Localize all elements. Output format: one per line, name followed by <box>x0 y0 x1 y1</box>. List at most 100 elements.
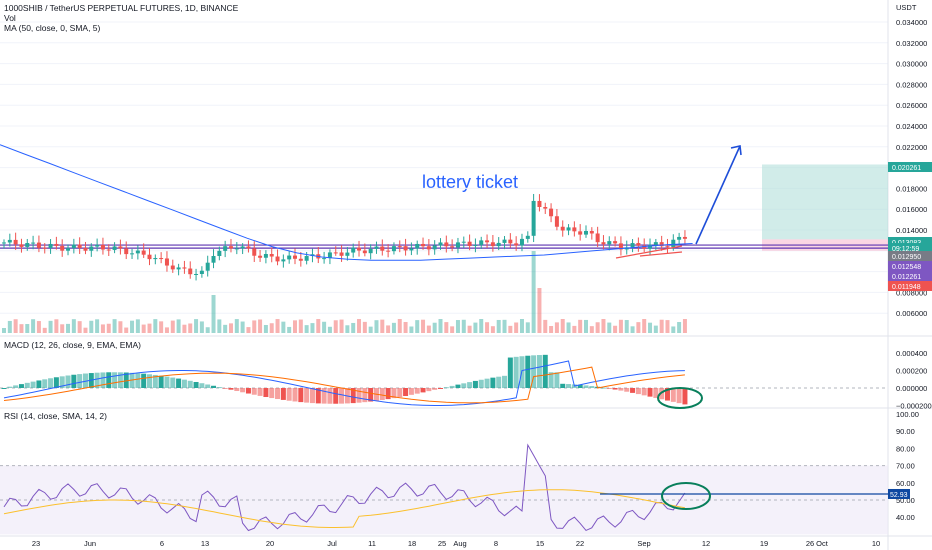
macd-histogram-bar <box>280 388 286 400</box>
price-tag-text: 0.012548 <box>892 264 921 271</box>
macd-histogram-bar <box>513 356 519 388</box>
volume-bar <box>682 319 687 333</box>
volume-bar <box>525 322 530 333</box>
macd-histogram-bar <box>222 388 228 389</box>
macd-histogram-bar <box>641 388 647 396</box>
macd-histogram-bar <box>245 388 251 394</box>
candle-body <box>450 246 455 248</box>
candle-body <box>66 248 71 251</box>
candle-body <box>485 240 490 243</box>
candle-body <box>549 208 554 217</box>
candle-body <box>199 270 204 274</box>
macd-histogram-bar <box>397 388 403 398</box>
volume-bar <box>473 322 478 333</box>
price-tag-text: 09:12:59 <box>892 246 919 253</box>
macd-histogram-bar <box>216 387 222 389</box>
volume-bar <box>502 319 507 333</box>
volume-bar <box>432 322 437 333</box>
macd-histogram-bar <box>455 384 461 388</box>
candle-body <box>77 244 82 249</box>
price-tick-label: 0.032000 <box>896 39 927 48</box>
volume-bar <box>95 319 100 333</box>
macd-histogram-bar <box>71 374 77 388</box>
ma-indicator-label[interactable]: MA (50, close, 0, SMA, 5) <box>4 23 101 33</box>
volume-bar <box>269 323 274 333</box>
volume-bar <box>252 320 257 333</box>
candle-body <box>630 243 635 248</box>
candle-body <box>246 246 251 249</box>
candle-body <box>106 249 111 251</box>
macd-histogram-bar <box>112 372 118 388</box>
x-tick-label: Oct <box>816 539 829 548</box>
volume-bar <box>217 319 222 333</box>
macd-histogram-bar <box>350 388 356 404</box>
volume-bar <box>135 319 140 333</box>
volume-bar <box>531 251 536 333</box>
macd-histogram-bar <box>682 388 688 405</box>
price-tag-text: 0.011948 <box>892 284 921 291</box>
volume-bar <box>316 319 321 333</box>
position-zones <box>762 164 888 251</box>
macd-histogram-bar <box>36 380 42 388</box>
candle-body <box>438 242 443 246</box>
volume-bar <box>490 326 495 333</box>
volume-bar <box>205 327 210 333</box>
vol-indicator-label[interactable]: Vol <box>4 13 16 23</box>
candle-body <box>164 258 169 266</box>
candle-body <box>368 248 373 254</box>
rsi-indicator-label[interactable]: RSI (14, close, SMA, 14, 2) <box>4 411 107 421</box>
macd-histogram-bar <box>257 388 263 396</box>
macd-histogram-bar <box>507 357 513 388</box>
volume-bar <box>543 319 548 333</box>
volume-bars <box>2 251 687 333</box>
candle-body <box>636 243 641 246</box>
volume-bar <box>141 324 146 333</box>
volume-bar <box>19 324 24 333</box>
candle-body <box>304 256 309 261</box>
volume-bar <box>83 327 88 333</box>
macd-histogram-bar <box>106 372 112 388</box>
macd-histogram-bar <box>77 374 83 388</box>
volume-bar <box>450 326 455 333</box>
candle-body <box>671 239 676 248</box>
volume-bar <box>130 320 135 333</box>
volume-bar <box>60 324 65 333</box>
volume-bar <box>263 324 268 333</box>
candle-body <box>130 253 135 255</box>
macd-histogram-bar <box>211 385 217 388</box>
macd-histogram-bar <box>408 388 414 395</box>
candle-body <box>421 243 426 247</box>
macd-histogram-bar <box>339 388 345 404</box>
macd-histogram-bar <box>525 355 531 388</box>
candle-body <box>525 235 530 239</box>
candle-body <box>118 246 123 249</box>
x-tick-label: Jul <box>327 539 337 548</box>
volume-bar <box>578 319 583 333</box>
candle-body <box>275 256 280 262</box>
price-tick-label: 0.008000 <box>896 288 927 297</box>
price-tag-text: 0.020261 <box>892 165 921 172</box>
candle-body <box>211 255 216 263</box>
macd-histogram-bar <box>472 380 478 388</box>
projection-arrow <box>695 145 741 245</box>
candle-body <box>531 200 536 236</box>
volume-bar <box>339 319 344 333</box>
volume-bar <box>42 327 47 333</box>
volume-bar <box>258 319 263 333</box>
volume-bar <box>455 320 460 333</box>
volume-bar <box>380 319 385 333</box>
macd-histogram-bar <box>176 378 182 388</box>
x-tick-label: Jun <box>84 539 96 548</box>
candle-body <box>362 250 367 254</box>
volume-bar <box>112 319 117 333</box>
volume-bar <box>467 325 472 333</box>
macd-histogram-bar <box>577 384 583 388</box>
candle-body <box>543 207 548 209</box>
candle-body <box>95 244 100 247</box>
candle-body <box>566 227 571 231</box>
macd-histogram-bar <box>48 378 54 388</box>
macd-indicator-label[interactable]: MACD (12, 26, close, 9, EMA, EMA) <box>4 340 141 350</box>
volume-bar <box>368 326 373 333</box>
macd-histogram-bar <box>362 388 368 403</box>
